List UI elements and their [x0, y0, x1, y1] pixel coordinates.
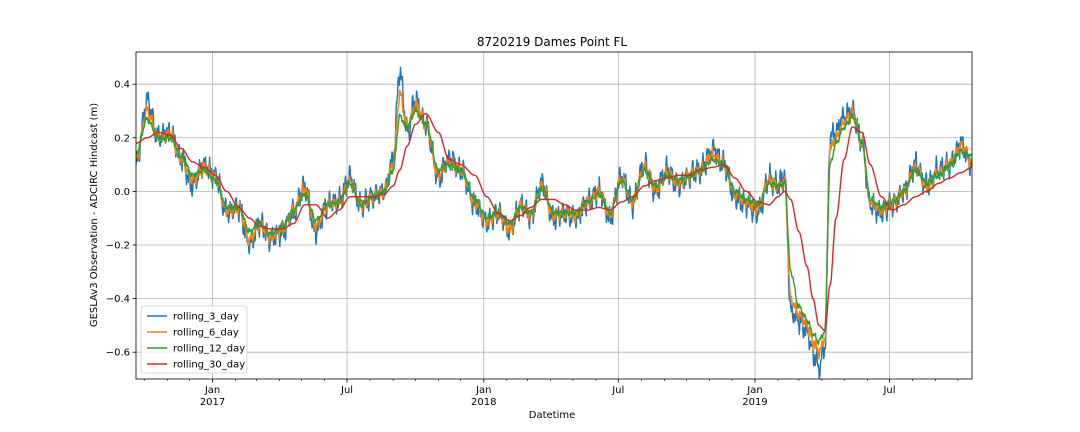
x-tick-label: Jul [340, 385, 353, 396]
legend-box [140, 305, 248, 374]
y-axis: 0.4 0.2 0.0 −0.2 −0.4 −0.6 [106, 80, 136, 359]
x-tick-label: Jul [882, 385, 895, 396]
chart-title: 8720219 Dames Point FL [477, 35, 628, 49]
y-tick-label: 0.4 [114, 80, 130, 91]
y-tick-label: 0.0 [114, 187, 130, 198]
y-tick-label: −0.6 [106, 348, 130, 359]
plot-area [136, 66, 972, 379]
x-tick-label: Jan [204, 385, 220, 396]
legend: rolling_3_day rolling_6_day rolling_12_day… [140, 305, 248, 374]
x-tick-year-label: 2019 [742, 397, 767, 408]
y-tick-label: −0.4 [106, 294, 130, 305]
x-tick-label: Jan [746, 385, 762, 396]
x-tick-year-label: 2018 [471, 397, 496, 408]
x-tick-year-label: 2017 [200, 397, 225, 408]
series-line-rolling_6_day [136, 89, 972, 360]
legend-label-rolling_30_day: rolling_30_day [173, 360, 245, 371]
legend-label-rolling_12_day: rolling_12_day [173, 344, 245, 355]
series-line-rolling_30_day [136, 112, 972, 332]
x-tick-label: Jan [475, 385, 491, 396]
y-tick-label: 0.2 [114, 133, 130, 144]
y-tick-label: −0.2 [106, 240, 130, 251]
grid-lines [136, 52, 972, 379]
y-axis-label: GESLAv3 Observation - ADCIRC Hindcast (m… [89, 103, 100, 327]
x-axis-label: Datetime [529, 410, 576, 421]
plot-frame [135, 51, 973, 380]
series-layer [136, 66, 972, 379]
legend-label-rolling_3_day: rolling_3_day [173, 312, 239, 323]
series-line-rolling_3_day [136, 66, 972, 379]
legend-label-rolling_6_day: rolling_6_day [173, 328, 239, 339]
x-tick-label: Jul [611, 385, 624, 396]
